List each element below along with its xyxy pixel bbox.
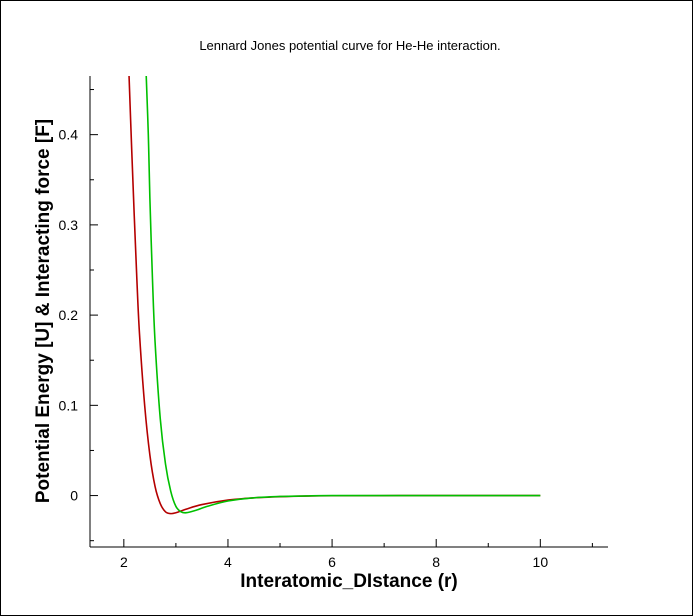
y-tick-label: 0.3 (59, 217, 79, 233)
x-tick-label: 4 (224, 554, 232, 570)
y-tick-label: 0.1 (59, 397, 79, 413)
x-axis-label: Interatomic_DIstance (r) (240, 571, 458, 592)
x-tick-label: 8 (432, 554, 440, 570)
x-tick-label: 6 (328, 554, 336, 570)
series-line-1 (128, 76, 541, 515)
y-axis-label: Potential Energy [U] & Interacting force… (33, 119, 54, 503)
series-line-2 (145, 76, 541, 514)
chart-title: Lennard Jones potential curve for He-He … (199, 38, 500, 53)
y-tick-label: 0.2 (59, 307, 79, 323)
x-tick-label: 10 (533, 554, 549, 570)
y-tick-label: 0.4 (59, 127, 79, 143)
y-tick-label: 0 (70, 488, 78, 504)
x-tick-label: 2 (120, 554, 128, 570)
